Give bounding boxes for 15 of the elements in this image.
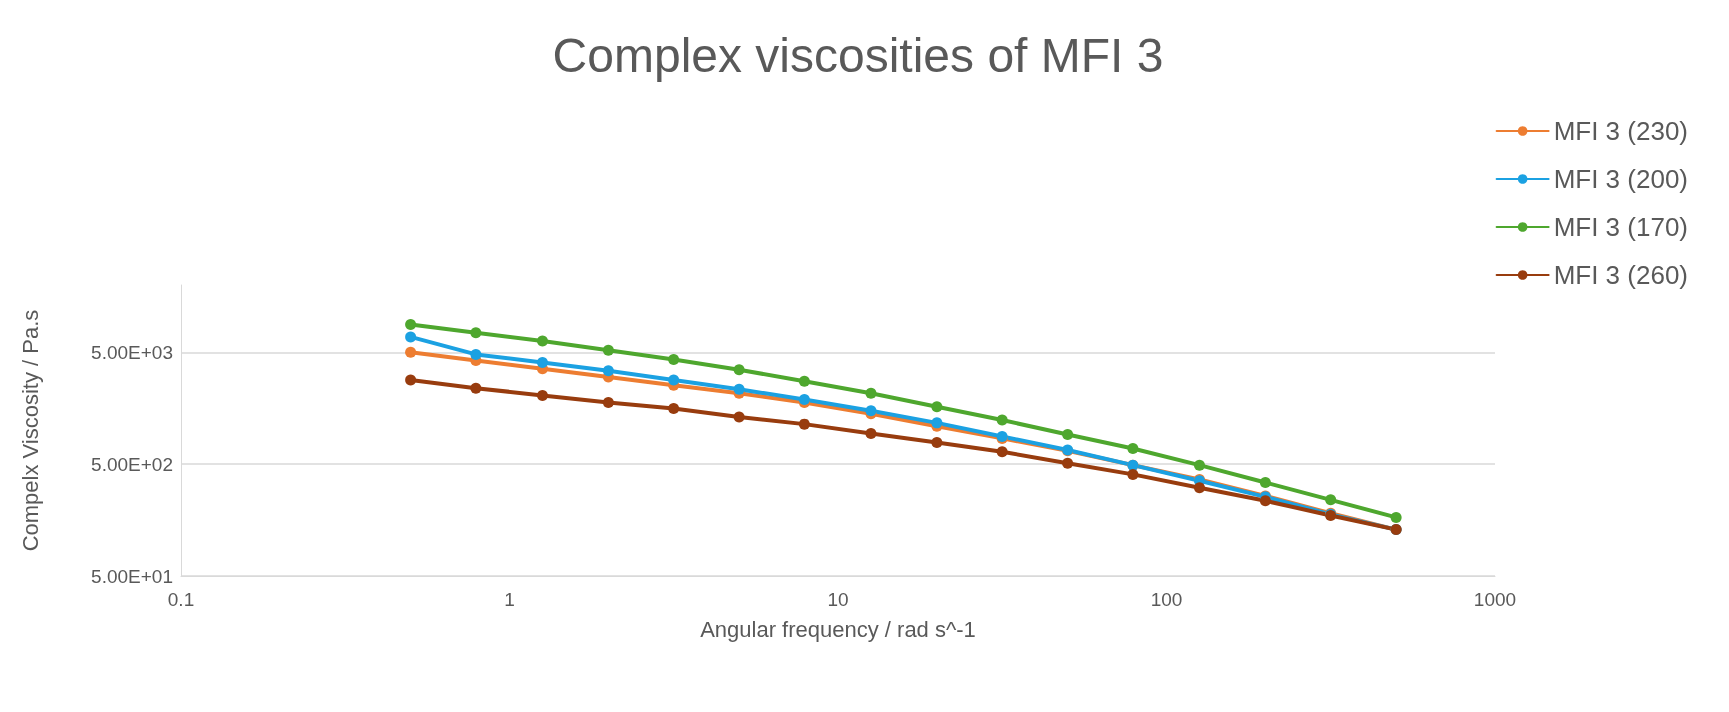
x-tick-label: 10 <box>827 589 849 610</box>
x-tick-label: 0.1 <box>167 589 195 610</box>
legend-label: MFI 3 (230) <box>1553 116 1689 146</box>
x-tick-label: 100 <box>1150 589 1183 610</box>
y-axis-title: Compelx Viscosity / Pa.s <box>17 309 43 552</box>
y-tick-label: 5.00E+02 <box>91 453 173 475</box>
x-axis-title: Angular frequency / rad s^-1 <box>700 616 976 642</box>
y-tick-label: 5.00E+03 <box>91 341 173 363</box>
legend-label: MFI 3 (200) <box>1553 164 1689 194</box>
chart-title: Complex viscosities of MFI 3 <box>552 28 1164 82</box>
legend-label: MFI 3 (260) <box>1553 260 1689 290</box>
x-tick-label: 1 <box>504 589 515 610</box>
x-tick-label: 1000 <box>1473 589 1517 610</box>
y-tick-label: 5.00E+01 <box>91 565 173 587</box>
legend-label: MFI 3 (170) <box>1553 212 1689 242</box>
